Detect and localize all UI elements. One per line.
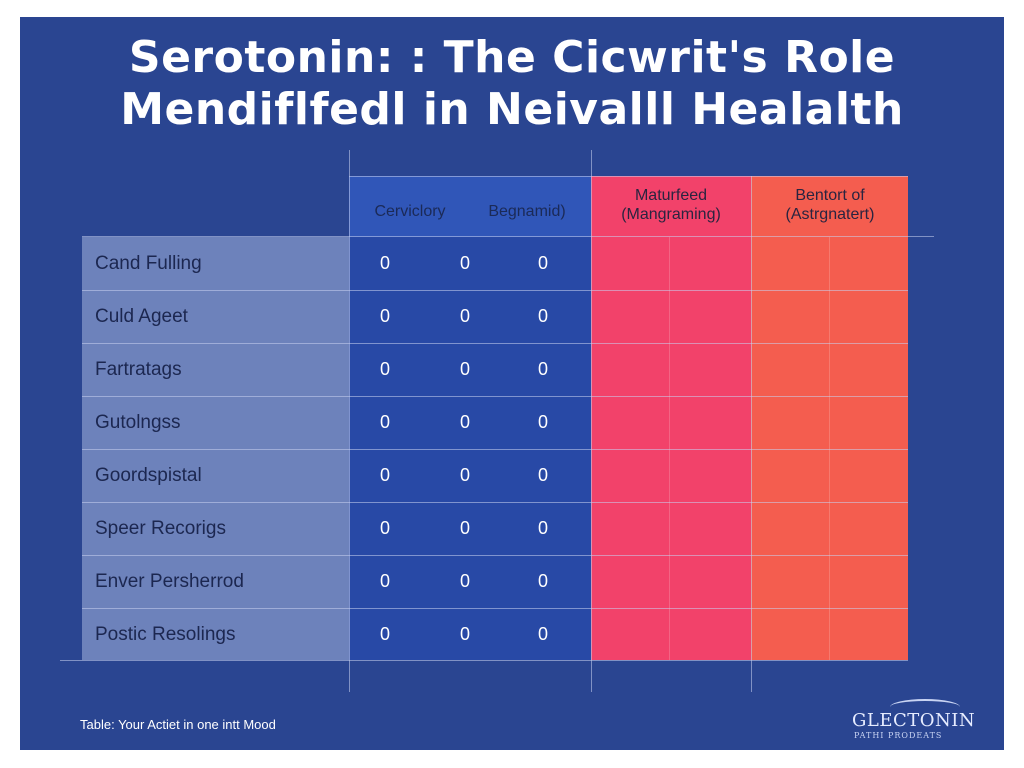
table-cell: 0 xyxy=(459,306,470,326)
table-cell: 0 xyxy=(537,412,548,432)
title-line-1: Serotonin: : The Cicwrit's Role xyxy=(128,32,896,83)
table-cell: 0 xyxy=(537,359,548,379)
row-divider xyxy=(82,502,908,503)
row-divider xyxy=(82,608,908,609)
orange-column-block xyxy=(751,176,908,660)
table-cell: 0 xyxy=(537,306,548,326)
row-label: Postic Resolings xyxy=(95,624,236,645)
row-label: Enver Persherrod xyxy=(95,571,244,592)
column-header: Bentort of (Astrgnatert) xyxy=(785,187,875,223)
grid-vline xyxy=(829,237,830,660)
pink-column-block xyxy=(591,176,751,660)
row-label: Goordspistal xyxy=(95,465,202,486)
grid-hline xyxy=(349,176,908,177)
grid-vline xyxy=(751,176,752,692)
grid-vline xyxy=(349,150,350,692)
table-cell: 0 xyxy=(379,518,390,538)
column-header: Cerviclory xyxy=(374,203,446,220)
row-label: Culd Ageet xyxy=(95,306,188,327)
grid-hline xyxy=(60,660,908,661)
row-label: Cand Fulling xyxy=(95,253,202,274)
column-header: Begnamid) xyxy=(488,203,566,220)
table-cell: 0 xyxy=(459,412,470,432)
table-cell: 0 xyxy=(379,624,390,644)
row-label: Fartratags xyxy=(95,359,182,380)
logo-name: GLECTONIN xyxy=(852,710,976,731)
row-label: Gutolngss xyxy=(95,412,181,433)
value-column-block xyxy=(349,237,591,660)
table-cell: 0 xyxy=(379,571,390,591)
table-cell: 0 xyxy=(459,465,470,485)
row-divider xyxy=(82,555,908,556)
table-cell: 0 xyxy=(459,518,470,538)
row-divider xyxy=(82,396,908,397)
column-header: Maturfeed (Mangraming) xyxy=(621,187,721,223)
table-cell: 0 xyxy=(379,359,390,379)
row-divider xyxy=(82,449,908,450)
row-divider xyxy=(82,290,908,291)
table-cell: 0 xyxy=(537,465,548,485)
table-cell: 0 xyxy=(379,465,390,485)
table-cell: 0 xyxy=(379,412,390,432)
row-divider xyxy=(82,343,908,344)
table-caption: Table: Your Actiet in one intt Mood xyxy=(80,717,276,732)
table-cell: 0 xyxy=(459,253,470,273)
logo-arc xyxy=(890,699,960,715)
table-cell: 0 xyxy=(537,253,548,273)
table-cell: 0 xyxy=(537,518,548,538)
table-cell: 0 xyxy=(459,571,470,591)
table-cell: 0 xyxy=(379,306,390,326)
table-cell: 0 xyxy=(459,624,470,644)
grid-hline xyxy=(82,236,934,237)
logo-tagline: PATHI PRODEATS xyxy=(854,731,943,740)
title-line-2: Mendiflfedl in Neivalll Healalth xyxy=(120,84,904,135)
table-cell: 0 xyxy=(379,253,390,273)
table-cell: 0 xyxy=(459,359,470,379)
table-cell: 0 xyxy=(537,624,548,644)
grid-vline xyxy=(669,237,670,660)
grid-vline xyxy=(591,150,592,692)
header-blue-block xyxy=(349,176,591,237)
label-column-block xyxy=(82,237,349,660)
row-label: Speer Recorigs xyxy=(95,518,226,539)
table-cell: 0 xyxy=(537,571,548,591)
